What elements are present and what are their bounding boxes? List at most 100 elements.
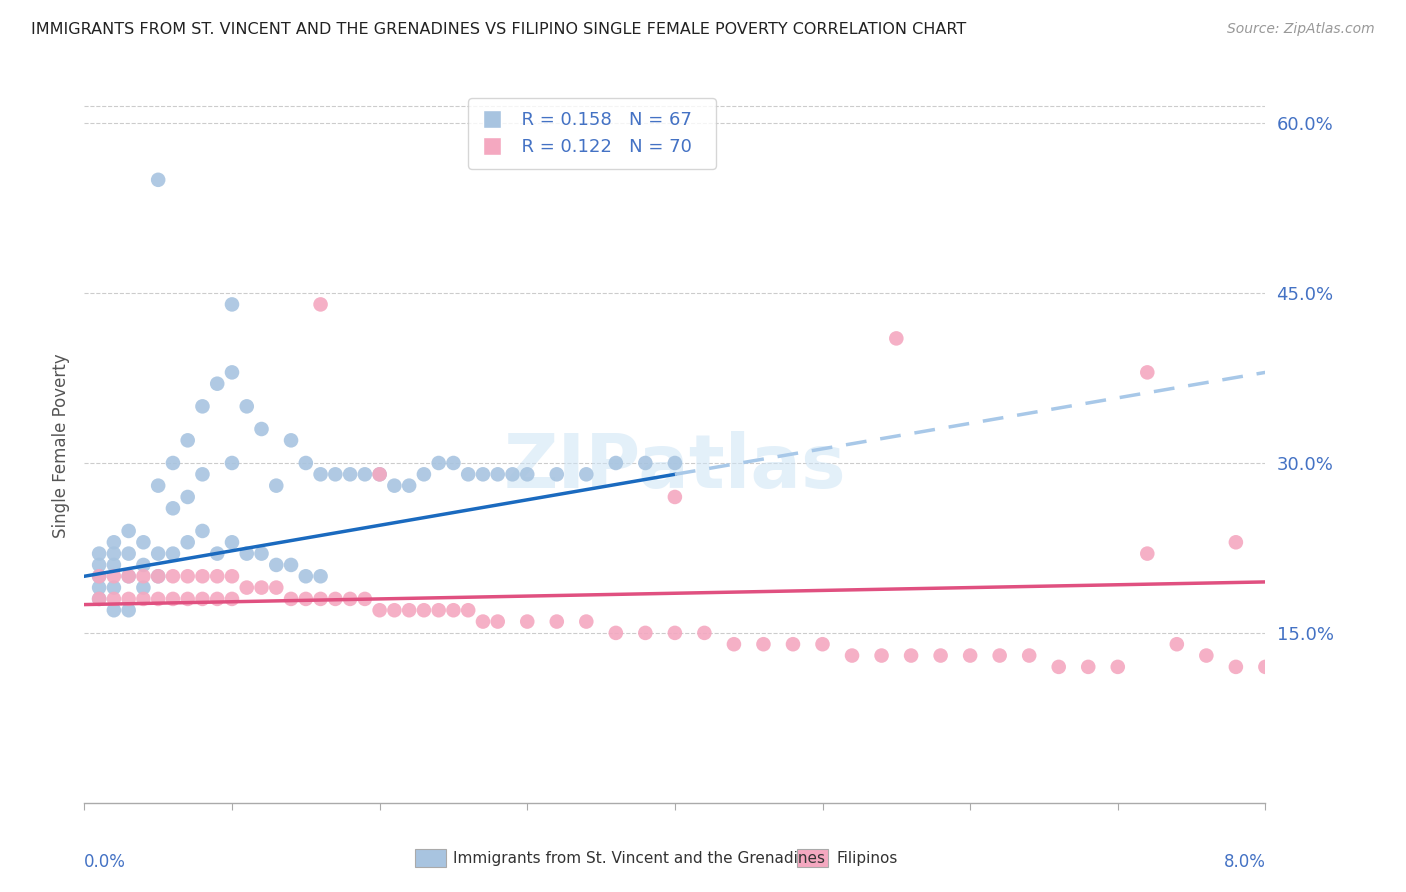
Point bbox=[339, 467, 361, 482]
Point bbox=[1136, 365, 1159, 379]
Point bbox=[87, 558, 111, 572]
Point bbox=[870, 648, 893, 663]
Point bbox=[177, 535, 200, 549]
Point bbox=[118, 547, 141, 561]
Text: IMMIGRANTS FROM ST. VINCENT AND THE GRENADINES VS FILIPINO SINGLE FEMALE POVERTY: IMMIGRANTS FROM ST. VINCENT AND THE GREN… bbox=[31, 22, 966, 37]
Point bbox=[575, 467, 598, 482]
Point bbox=[207, 376, 229, 391]
Point bbox=[354, 467, 377, 482]
Point bbox=[191, 467, 214, 482]
Point bbox=[295, 569, 318, 583]
Point bbox=[502, 467, 524, 482]
Point bbox=[132, 569, 155, 583]
Point bbox=[295, 591, 318, 606]
Point bbox=[368, 467, 391, 482]
Point bbox=[634, 456, 657, 470]
Point bbox=[191, 400, 214, 414]
Point bbox=[664, 626, 686, 640]
Point bbox=[295, 456, 318, 470]
Point bbox=[457, 603, 479, 617]
Point bbox=[280, 558, 302, 572]
Point bbox=[221, 591, 243, 606]
Point bbox=[148, 591, 170, 606]
Point bbox=[280, 591, 302, 606]
Point bbox=[148, 478, 170, 492]
Point bbox=[384, 603, 406, 617]
Point bbox=[457, 467, 479, 482]
Point bbox=[516, 615, 538, 629]
Point bbox=[664, 456, 686, 470]
Point bbox=[427, 456, 450, 470]
Point bbox=[250, 422, 273, 436]
Point bbox=[368, 467, 391, 482]
Point bbox=[900, 648, 922, 663]
Point bbox=[103, 558, 125, 572]
Text: 0.0%: 0.0% bbox=[84, 853, 127, 871]
Point bbox=[398, 603, 420, 617]
Text: 8.0%: 8.0% bbox=[1223, 853, 1265, 871]
Point bbox=[207, 547, 229, 561]
Point bbox=[221, 569, 243, 583]
Point bbox=[472, 615, 495, 629]
Point bbox=[235, 581, 259, 595]
Point bbox=[87, 591, 111, 606]
Point bbox=[280, 434, 302, 448]
Point bbox=[264, 478, 288, 492]
Point bbox=[103, 547, 125, 561]
Point bbox=[221, 535, 243, 549]
Point bbox=[148, 547, 170, 561]
Point bbox=[1166, 637, 1188, 651]
Point bbox=[264, 581, 288, 595]
Point bbox=[103, 603, 125, 617]
Point bbox=[177, 569, 200, 583]
Point bbox=[486, 615, 509, 629]
Point bbox=[207, 591, 229, 606]
Point bbox=[486, 467, 509, 482]
Point bbox=[191, 569, 214, 583]
Point bbox=[546, 615, 568, 629]
Point bbox=[87, 581, 111, 595]
Point bbox=[191, 524, 214, 538]
Point bbox=[723, 637, 745, 651]
Point bbox=[1136, 547, 1159, 561]
Point bbox=[841, 648, 863, 663]
Point bbox=[1254, 660, 1277, 674]
Point bbox=[132, 581, 155, 595]
Point bbox=[398, 478, 420, 492]
Point bbox=[309, 297, 332, 311]
Point bbox=[148, 569, 170, 583]
Point bbox=[191, 591, 214, 606]
Point bbox=[339, 591, 361, 606]
Point bbox=[605, 456, 627, 470]
Point bbox=[250, 547, 273, 561]
Point bbox=[752, 637, 775, 651]
Text: ZIPatlas: ZIPatlas bbox=[503, 431, 846, 504]
Point bbox=[177, 434, 200, 448]
Point bbox=[221, 365, 243, 379]
Point bbox=[162, 547, 184, 561]
Point bbox=[177, 490, 200, 504]
Point bbox=[413, 603, 436, 617]
Point bbox=[250, 581, 273, 595]
Point bbox=[384, 478, 406, 492]
Point bbox=[118, 524, 141, 538]
Point bbox=[162, 501, 184, 516]
Point bbox=[309, 467, 332, 482]
Point bbox=[664, 490, 686, 504]
Point bbox=[413, 467, 436, 482]
Legend:   R = 0.158   N = 67  ,   R = 0.122   N = 70  : R = 0.158 N = 67 , R = 0.122 N = 70 bbox=[468, 98, 716, 169]
Point bbox=[516, 467, 538, 482]
Point bbox=[693, 626, 716, 640]
Y-axis label: Single Female Poverty: Single Female Poverty bbox=[52, 354, 70, 538]
Point bbox=[118, 591, 141, 606]
Point bbox=[1047, 660, 1070, 674]
Point bbox=[264, 558, 288, 572]
Point bbox=[1225, 535, 1247, 549]
Point bbox=[1077, 660, 1099, 674]
Point bbox=[235, 547, 259, 561]
Point bbox=[1195, 648, 1218, 663]
Point bbox=[1018, 648, 1040, 663]
Point bbox=[87, 591, 111, 606]
Point bbox=[118, 569, 141, 583]
Point bbox=[162, 569, 184, 583]
